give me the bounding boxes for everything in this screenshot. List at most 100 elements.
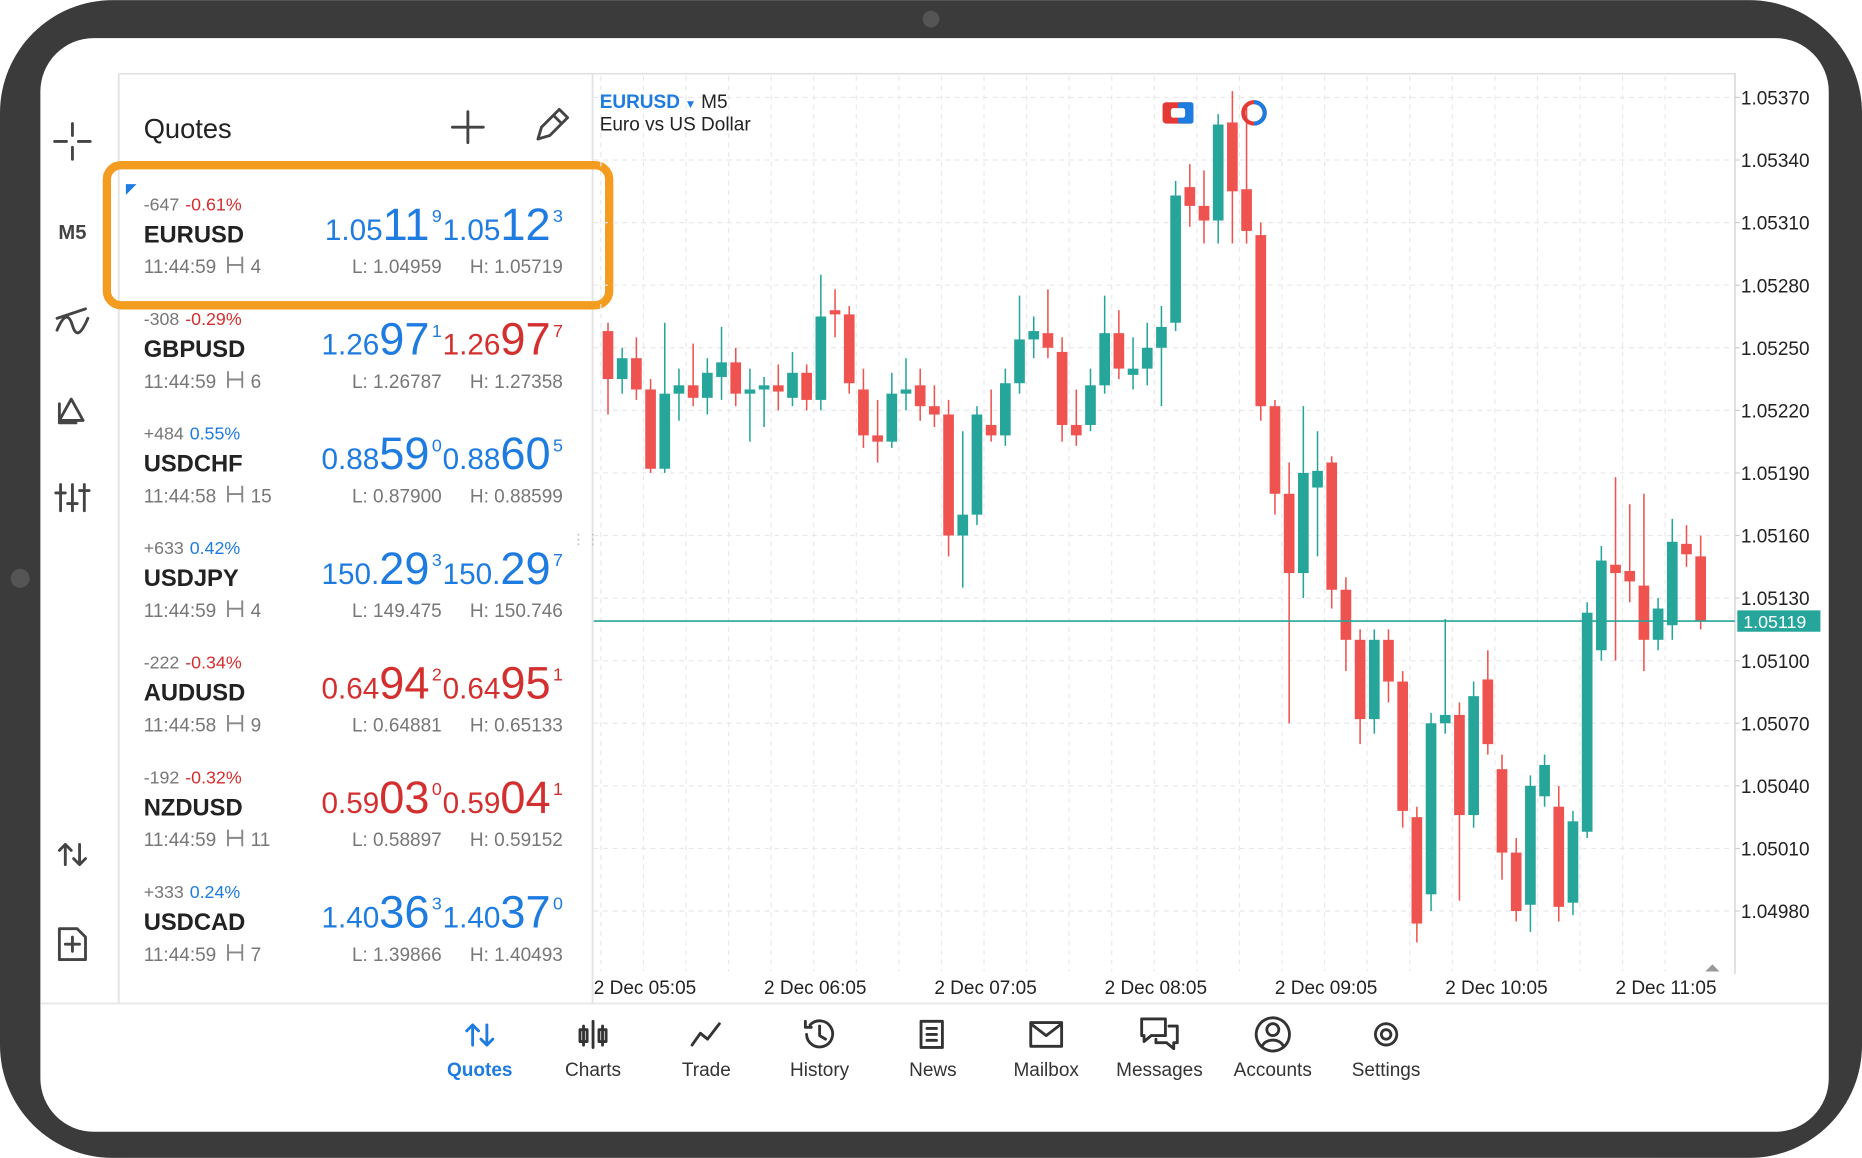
nav-label[interactable]: Accounts — [1234, 1060, 1312, 1081]
candle-body — [1340, 589, 1352, 640]
day-low: L: 0.64881 — [352, 716, 442, 737]
chart-symbol[interactable]: EURUSD — [600, 92, 680, 113]
spread: 4 — [251, 601, 262, 622]
nav-item[interactable]: History — [790, 1019, 850, 1081]
spread: 11 — [251, 830, 271, 851]
indicators-icon[interactable] — [55, 307, 90, 335]
nav-item[interactable]: Accounts — [1234, 1016, 1312, 1081]
ask-pips: 37 — [500, 887, 550, 938]
candle-body — [872, 435, 883, 442]
nav-icon[interactable] — [919, 1019, 944, 1049]
settings-sliders-icon[interactable] — [54, 483, 91, 513]
candle-body — [1269, 406, 1281, 494]
edit-button[interactable] — [536, 107, 570, 141]
selected-marker — [125, 184, 137, 195]
nav-icon[interactable] — [578, 1019, 608, 1049]
timeframe-button[interactable]: M5 — [58, 222, 86, 244]
bid-prefix: 0.59 — [322, 787, 380, 820]
nav-item[interactable]: News — [909, 1019, 957, 1081]
nav-icon[interactable] — [690, 1022, 721, 1047]
change-percent: -0.34% — [185, 653, 242, 673]
bid-pips: 36 — [379, 887, 429, 938]
nav-icon[interactable] — [1029, 1021, 1064, 1048]
nav-label[interactable]: Messages — [1116, 1060, 1203, 1081]
resize-handle[interactable]: ⋮⋮ — [571, 532, 600, 548]
candle-body — [900, 389, 912, 394]
nav-label[interactable]: Trade — [682, 1060, 731, 1081]
candle-body — [787, 372, 798, 398]
change-percent: -0.61% — [185, 194, 242, 214]
add-symbol-button[interactable] — [451, 110, 485, 145]
spread-icon — [227, 829, 244, 847]
spread: 7 — [251, 945, 262, 966]
nav-label[interactable]: History — [790, 1060, 850, 1081]
ask-price: 0.5904 1 — [443, 772, 563, 823]
day-high: H: 0.88599 — [470, 486, 563, 507]
y-tick-label: 1.05010 — [1741, 840, 1810, 861]
nav-label[interactable]: Mailbox — [1013, 1060, 1079, 1081]
candle-body — [985, 424, 997, 436]
bid-pips: 97 — [379, 314, 429, 365]
bid-price: 1.0511 9 — [325, 199, 442, 250]
bid-price: 0.6494 2 — [322, 657, 442, 708]
bid-price: 0.8859 0 — [322, 428, 442, 479]
nav-label[interactable]: Quotes — [447, 1060, 512, 1081]
objects-icon[interactable] — [57, 397, 85, 425]
symbol: USDJPY — [144, 565, 239, 592]
candle-body — [1439, 714, 1451, 724]
nav-item[interactable]: Trade — [682, 1022, 731, 1081]
day-low: L: 1.04959 — [352, 257, 442, 278]
trade-icon[interactable] — [57, 842, 87, 867]
ask-price: 1.2697 7 — [443, 314, 563, 365]
bid-prefix: 0.88 — [322, 443, 380, 476]
symbol: NZDUSD — [144, 794, 243, 821]
nav-icon[interactable] — [1374, 1022, 1399, 1047]
nav-item[interactable]: Settings — [1352, 1022, 1421, 1081]
y-tick-label: 1.05130 — [1741, 589, 1810, 610]
x-tick-label: 2 Dec 09:05 — [1275, 978, 1377, 999]
nav-label[interactable]: Settings — [1352, 1060, 1421, 1081]
scroll-end-marker — [1705, 964, 1720, 972]
nav-icon[interactable] — [1140, 1017, 1179, 1051]
y-tick-label: 1.04980 — [1741, 902, 1810, 923]
candle-body — [744, 389, 756, 394]
y-tick-label: 1.05040 — [1741, 777, 1810, 798]
spread: 9 — [251, 716, 262, 737]
nav-label[interactable]: Charts — [565, 1060, 621, 1081]
candle-body — [1454, 714, 1465, 816]
candle-body — [701, 372, 713, 398]
candle-body — [1397, 681, 1409, 811]
spread: 4 — [251, 257, 262, 278]
candle-body — [716, 362, 727, 377]
y-tick-label: 1.05370 — [1741, 89, 1810, 110]
nav-item[interactable]: Messages — [1116, 1017, 1203, 1081]
crosshair-icon[interactable] — [53, 122, 92, 161]
bid-fraction: 0 — [432, 779, 442, 799]
candle-body — [1056, 351, 1068, 425]
new-order-icon[interactable] — [57, 927, 87, 962]
nav-label[interactable]: News — [909, 1060, 957, 1081]
nav-icon[interactable] — [1254, 1016, 1291, 1053]
last-price-label: 1.05119 — [1743, 612, 1806, 632]
nav-item[interactable]: Mailbox — [1013, 1021, 1079, 1081]
spread-icon — [227, 600, 244, 617]
nav-icon[interactable] — [465, 1023, 495, 1047]
nav-item[interactable]: Quotes — [447, 1023, 512, 1081]
nav-item[interactable]: Charts — [565, 1019, 621, 1081]
candle-body — [616, 358, 628, 380]
change: -222 -0.34% — [144, 653, 242, 673]
nav-icon[interactable] — [803, 1019, 835, 1049]
candle-body — [1539, 764, 1550, 797]
candle-body — [1099, 333, 1111, 386]
candle-body — [1482, 679, 1494, 745]
bid-price: 150.29 3 — [322, 543, 442, 594]
candle-body — [1411, 817, 1423, 924]
candle-body — [1553, 806, 1565, 907]
